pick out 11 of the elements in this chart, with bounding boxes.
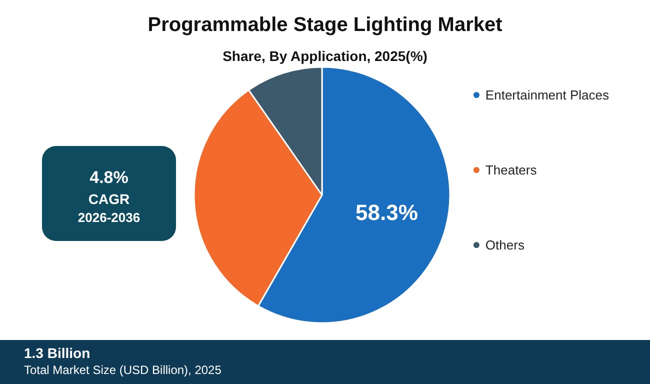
text: Total Market Size (USD Billion), 2025 [24, 363, 222, 377]
chart-subtitle: Share, By Application, 2025(%) [222, 48, 428, 64]
legend-label: Entertainment Places [485, 88, 610, 102]
chart-title: Programmable Stage Lighting Market [148, 14, 503, 36]
text: 2026-2036 [76, 210, 142, 225]
text: 4.8% [88, 168, 130, 188]
legend-label: Theaters [485, 162, 538, 178]
text: CAGR [87, 191, 131, 207]
data-label: 58.3% [356, 200, 418, 225]
text: 1.3 Billion [24, 345, 90, 361]
legend-label: Others [485, 238, 525, 252]
